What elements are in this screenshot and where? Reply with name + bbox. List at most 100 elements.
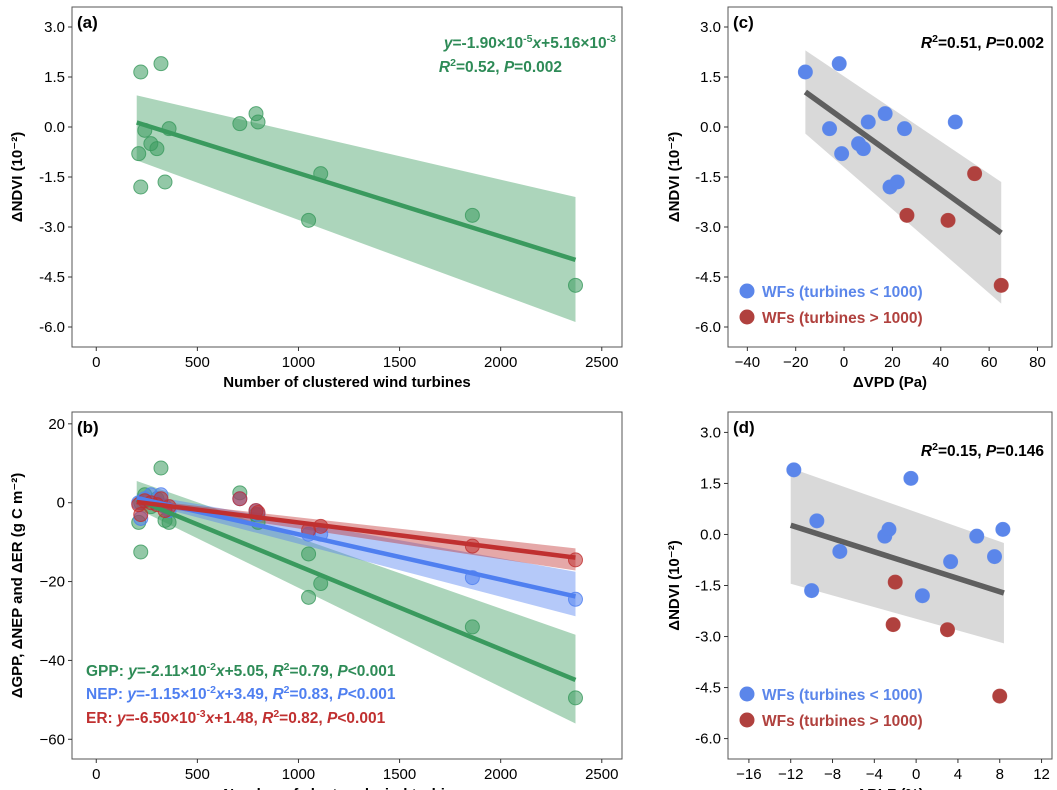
- panel-d-fit-line: [789, 522, 1005, 596]
- panel-c-x-tick-label: 80: [1029, 354, 1046, 371]
- panel-c-y-tick-label: -3.0: [695, 219, 721, 236]
- panel-d-y-tick-label: -6.0: [695, 731, 721, 748]
- panel-c-fit-line: [803, 89, 1003, 236]
- panel-b-point-gpp: [464, 619, 480, 635]
- panel-a-y-tick-label: -1.5: [39, 169, 65, 186]
- panel-b-point-gpp: [153, 460, 169, 476]
- panel-a-point: [153, 56, 169, 72]
- panel-a-y-tick-label: 0.0: [44, 119, 65, 136]
- panel-c-x-tick-label: 40: [932, 354, 949, 371]
- panel-b-plot-frame: [71, 411, 623, 760]
- panel-b-y-tick-label: −20: [40, 574, 65, 591]
- panel-d-point-small-wf: [914, 588, 930, 604]
- panel-c-legend: WFs (turbines < 1000) WFs (turbines > 100…: [739, 283, 923, 327]
- panel-a-annotation: y=-1.90×10-5x+5.16×10-3: [443, 33, 616, 52]
- panel-d-point-large-wf: [992, 688, 1008, 704]
- panel-c-y-tick-label: 1.5: [700, 69, 721, 86]
- panel-d-y-tick-label: -1.5: [695, 578, 721, 595]
- panel-a-x-tick-label: 0: [92, 354, 100, 371]
- panel-d-point-small-wf: [881, 521, 897, 537]
- panel-a-point: [232, 116, 248, 132]
- panel-b-x-tick-label: 2500: [585, 766, 618, 783]
- panel-c-x-tick-label: −40: [735, 354, 760, 371]
- panel-b-annotation: NEP: y=-1.15×10-2x+3.49, R2=0.83, P<0.00…: [86, 684, 396, 703]
- panel-c-y-tick-label: 0.0: [700, 119, 721, 136]
- panel-d-point-small-wf: [804, 583, 820, 599]
- panel-d-x-axis-title: ΔBLF (%): [856, 786, 923, 790]
- panel-d-point-small-wf: [969, 528, 985, 544]
- panel-d-legend-label: WFs (turbines > 1000): [762, 713, 923, 730]
- panel-a-y-tick-label: 1.5: [44, 69, 65, 86]
- panel-c-y-axis-title: ΔNDVI (10⁻²): [666, 132, 683, 222]
- panel-c-legend-label: WFs (turbines > 1000): [762, 310, 923, 327]
- panel-a-x-tick-label: 2500: [585, 354, 618, 371]
- panel-b-point-gpp: [133, 544, 149, 560]
- panel-b-y-tick-label: 20: [48, 416, 65, 433]
- panel-b-point-gpp: [567, 690, 583, 706]
- panel-b-x-tick-label: 2000: [484, 766, 517, 783]
- panel-c-y-tick-label: -1.5: [695, 169, 721, 186]
- panel-d-point-large-wf: [939, 622, 955, 638]
- panel-d-y-tick-label: 3.0: [700, 424, 721, 441]
- panel-d-y-axis-title: ΔNDVI (10⁻²): [666, 540, 683, 630]
- panel-d-label: (d): [733, 418, 755, 437]
- panel-b-y-tick-label: −40: [40, 652, 65, 669]
- panel-c-point-small-wf: [877, 106, 893, 122]
- panel-d-x-tick-label: −8: [824, 766, 841, 783]
- panel-d-confidence-band: [790, 468, 1004, 644]
- panel-c-y-tick-label: 3.0: [700, 19, 721, 36]
- panel-d-y-tick-label: -4.5: [695, 680, 721, 697]
- panel-d-x-tick-label: 4: [954, 766, 962, 783]
- panel-c-legend-marker: [739, 283, 755, 299]
- panel-c-x-tick-label: 20: [884, 354, 901, 371]
- panel-b-point-er: [232, 491, 248, 507]
- panel-d-point-small-wf: [943, 554, 959, 570]
- panel-a-x-tick-label: 1500: [383, 354, 416, 371]
- panel-a-x-tick-label: 1000: [282, 354, 315, 371]
- panel-a-x-tick-label: 500: [185, 354, 210, 371]
- panel-d-x-tick-label: 8: [996, 766, 1004, 783]
- panel-c-point-large-wf: [993, 277, 1009, 293]
- panel-c-point-small-wf: [860, 114, 876, 130]
- panel-b-x-tick-label: 1000: [282, 766, 315, 783]
- panel-a-label: (a): [77, 13, 98, 32]
- panel-d-x-tick-label: −12: [778, 766, 803, 783]
- panel-d-annotation: R2=0.15, P=0.146: [921, 441, 1044, 460]
- panel-d-legend-marker: [739, 712, 755, 728]
- panel-a-y-tick-label: -6.0: [39, 319, 65, 336]
- panel-b-y-tick-label: 0: [57, 495, 65, 512]
- panel-a-point: [131, 146, 147, 162]
- panel-a-annotation: R2=0.52, P=0.002: [439, 57, 562, 76]
- panel-c-point-small-wf: [889, 174, 905, 190]
- panel-c-x-tick-label: 0: [840, 354, 848, 371]
- panel-d-legend-label: WFs (turbines < 1000): [762, 687, 923, 704]
- panel-a-y-tick-label: -3.0: [39, 219, 65, 236]
- panel-b-confidence-band-gpp: [136, 481, 576, 724]
- panel-c-point-small-wf: [855, 141, 871, 157]
- panel-c-y-tick-label: -4.5: [695, 269, 721, 286]
- panel-b-x-tick-label: 500: [185, 766, 210, 783]
- panel-c-legend-marker: [739, 309, 755, 325]
- panel-c-y-tick-label: -6.0: [695, 319, 721, 336]
- panel-b: 0 500 1000 1500 2000 2500 20 0 −20 −40 −60 Number o…: [9, 411, 623, 790]
- panel-b-x-axis-title: Number of clustered wind turbines: [223, 786, 471, 790]
- panel-b-x-tick-label: 1500: [383, 766, 416, 783]
- panel-c: −40 −20 0 20 40 60 80 3.0 1.5 0.0 -1.5 -3.0 -4.5 -6.0…: [666, 6, 1053, 391]
- panel-a-y-axis-title: ΔNDVI (10⁻²): [9, 132, 26, 222]
- panel-c-point-small-wf: [797, 64, 813, 80]
- panel-d-x-tick-label: −4: [866, 766, 883, 783]
- panel-d-point-small-wf: [903, 470, 919, 486]
- panel-b-y-axis-title: ΔGPP, ΔNEP and ΔER (g C m⁻²): [9, 473, 26, 699]
- panel-a-fit-line: [136, 120, 577, 263]
- panel-c-x-axis-title: ΔVPD (Pa): [853, 374, 927, 391]
- panel-c-legend-label: WFs (turbines < 1000): [762, 284, 923, 301]
- panel-c-annotation: R2=0.51, P=0.002: [921, 33, 1044, 52]
- panel-d-y-tick-label: -3.0: [695, 629, 721, 646]
- panel-d-x-tick-label: 12: [1033, 766, 1050, 783]
- panel-c-point-small-wf: [831, 56, 847, 72]
- panel-c-x-tick-label: −20: [783, 354, 808, 371]
- panel-b-fit-line-er: [136, 499, 576, 560]
- panel-c-label: (c): [733, 13, 754, 32]
- panel-a-y-tick-label: 3.0: [44, 19, 65, 36]
